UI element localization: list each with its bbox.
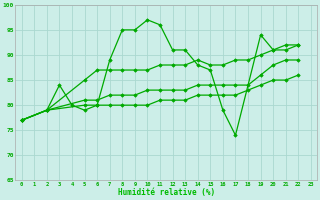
X-axis label: Humidité relative (%): Humidité relative (%) [118,188,215,197]
